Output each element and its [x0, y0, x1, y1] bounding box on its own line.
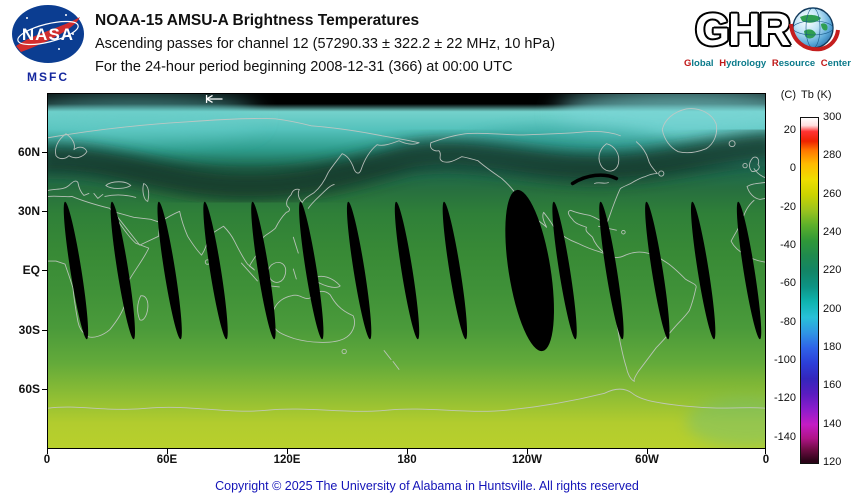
y-axis-label: EQ — [22, 263, 40, 277]
y-axis-tick — [42, 211, 47, 212]
ghrc-word-initial: R — [771, 58, 779, 69]
ghrc-red-swoosh-icon — [789, 23, 840, 52]
cursor-artifact — [205, 94, 223, 104]
colorbar-kelvin-tick: 160 — [823, 379, 842, 391]
x-axis-tick — [527, 449, 528, 454]
colorbar-kelvin-tick: 120 — [823, 456, 842, 468]
nasa-logo-block: NASA MSFC — [10, 4, 86, 84]
cold-band — [48, 131, 765, 201]
nasa-orbit-icon — [17, 20, 79, 46]
colorbar-celsius-tick: -20 — [780, 201, 796, 213]
y-axis-tick — [42, 152, 47, 153]
ghrc-globe-icon — [789, 7, 840, 52]
colorbar-unit-celsius: (C) — [780, 89, 796, 101]
antarctic-teal-patch — [686, 397, 765, 447]
colorbar-kelvin-tick: 260 — [823, 188, 842, 200]
y-axis-label: 30N — [17, 204, 40, 218]
ghrc-word-rest: enter — [827, 58, 851, 69]
y-axis-label: 30S — [18, 323, 40, 337]
ghrc-wordmark: GHR — [695, 4, 791, 55]
brightness-temperature-map — [47, 93, 766, 449]
colorbar-celsius-tick: -40 — [780, 239, 796, 251]
map-canvas — [48, 94, 765, 448]
y-axis-tick — [42, 389, 47, 390]
ghrc-word-initial: G — [684, 58, 692, 69]
y-axis-tick — [42, 330, 47, 331]
arctic-cyan-patch — [556, 94, 765, 140]
colorbar-celsius-tick: -140 — [773, 431, 796, 443]
ghrc-word-rest: lobal — [691, 58, 714, 69]
header-text-block: NOAA-15 AMSU-A Brightness Temperatures A… — [95, 9, 555, 79]
colorbar-celsius-tick: -120 — [773, 392, 796, 404]
x-axis-label: 120W — [511, 454, 543, 466]
ghrc-word-rest: esource — [778, 58, 816, 69]
colorbar-kelvin-tick: 280 — [823, 149, 842, 161]
x-axis-label: 0 — [43, 454, 51, 466]
colorbar-kelvin-tick: 140 — [823, 418, 842, 430]
colorbar-kelvin-tick: 300 — [823, 111, 842, 123]
subtitle-channel: Ascending passes for channel 12 (57290.3… — [95, 36, 556, 52]
page-title: NOAA-15 AMSU-A Brightness Temperatures — [95, 12, 420, 29]
high-lat-gap-arc — [570, 173, 619, 186]
y-axis-tick — [42, 270, 47, 271]
x-axis-tick — [287, 449, 288, 454]
nasa-wordmark: NASA — [22, 25, 74, 44]
ghrc-logo-row: GHR — [684, 4, 852, 56]
colorbar-celsius-tick: 20 — [783, 124, 796, 136]
msfc-label: MSFC — [27, 70, 69, 84]
x-axis-tick — [407, 449, 408, 454]
copyright-notice: Copyright © 2025 The University of Alaba… — [215, 479, 639, 493]
colorbar-kelvin-tick: 180 — [823, 341, 842, 353]
gap-streaks — [63, 189, 762, 352]
ghrc-word-rest: ydrology — [726, 58, 767, 69]
ghrc-word-initial: H — [719, 58, 727, 69]
ghrc-logo-block: GHR Global — [684, 4, 852, 70]
x-axis-label: 120E — [273, 454, 301, 466]
subtitle-period: For the 24-hour period beginning 2008-12… — [95, 59, 513, 75]
x-axis-label: 0 — [762, 454, 770, 466]
y-axis-label: 60N — [17, 145, 40, 159]
x-axis-tick — [647, 449, 648, 454]
colorbar-celsius-tick: 0 — [789, 162, 796, 174]
arctic-cyan-patch — [48, 94, 258, 138]
x-axis-tick — [765, 449, 766, 454]
x-axis-tick — [47, 449, 48, 454]
colorbar-celsius-tick: -80 — [780, 316, 796, 328]
x-axis-tick — [167, 449, 168, 454]
x-axis-label: 180 — [397, 454, 417, 466]
colorbar-gradient — [800, 117, 819, 464]
colorbar-celsius-tick: -60 — [780, 277, 796, 289]
x-axis-label: 60E — [156, 454, 178, 466]
x-axis-label: 60W — [635, 454, 659, 466]
y-axis-label: 60S — [18, 382, 40, 396]
colorbar-celsius-tick: -100 — [773, 354, 796, 366]
colorbar-unit-kelvin: Tb (K) — [801, 89, 832, 101]
nasa-meatball-icon: NASA — [12, 5, 84, 63]
colorbar-kelvin-tick: 220 — [823, 264, 842, 276]
colorbar-kelvin-tick: 200 — [823, 303, 842, 315]
ghrc-subtitle: Global Hydrology Resource Center — [684, 58, 852, 69]
ghrc-word-initial: C — [820, 58, 828, 69]
colorbar-kelvin-tick: 240 — [823, 226, 842, 238]
nasa-swoosh-icon — [16, 17, 80, 52]
